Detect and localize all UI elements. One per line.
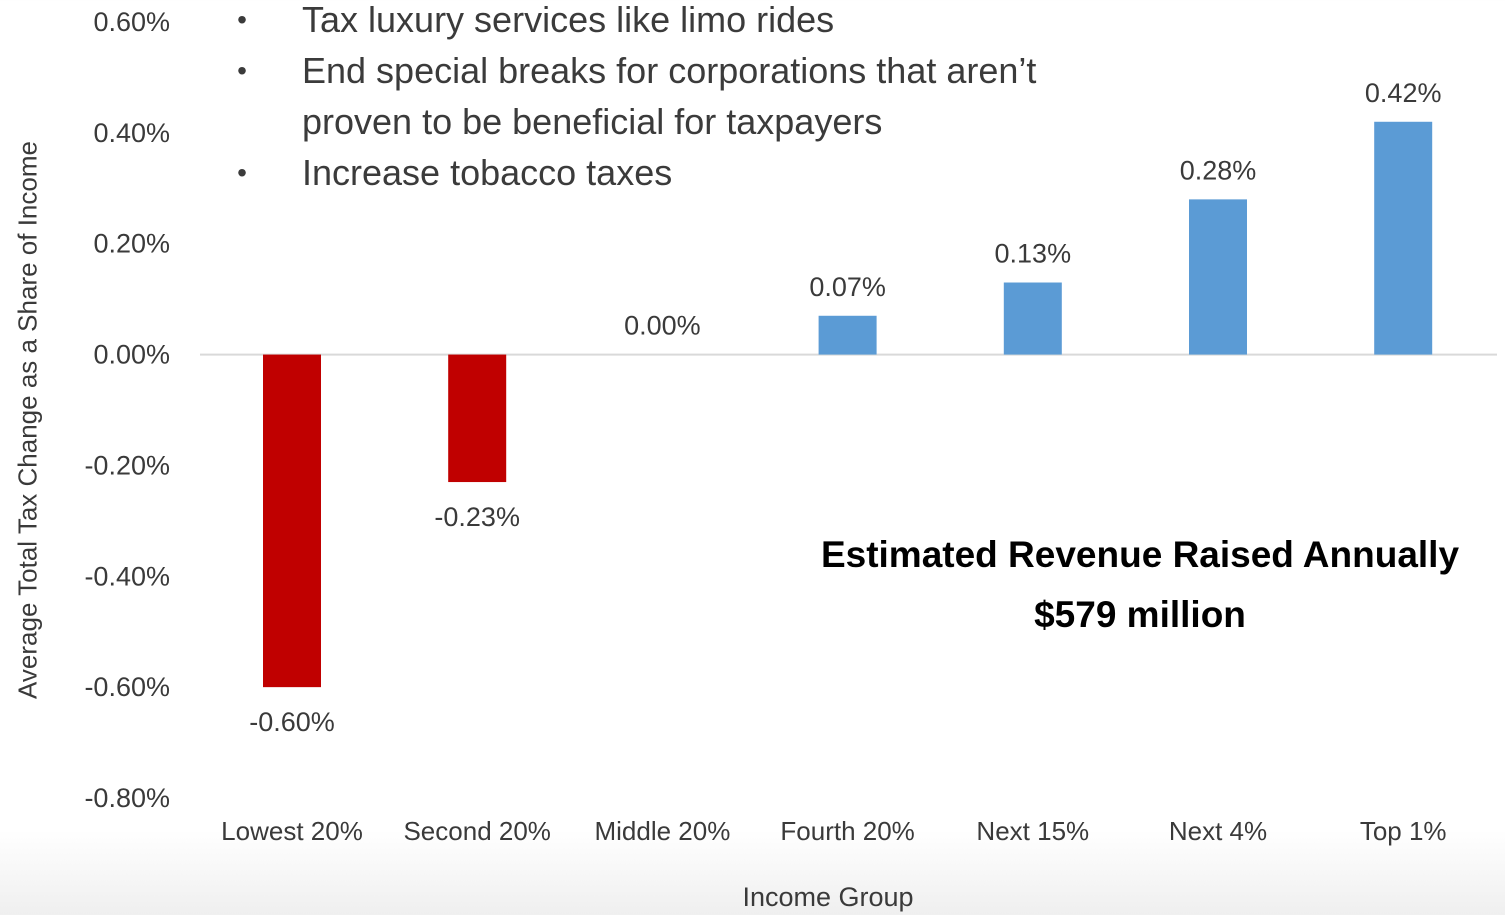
bar	[448, 354, 507, 483]
bullet-dot: •	[237, 55, 247, 86]
data-label: -0.23%	[434, 502, 520, 532]
y-tick-label: -0.80%	[84, 783, 170, 813]
data-label: 0.28%	[1180, 155, 1257, 185]
bullet-dot: •	[237, 4, 247, 35]
bullet-item: • Increase tobacco taxes	[232, 147, 1132, 198]
y-tick-label: -0.20%	[84, 450, 170, 480]
data-labels: -0.60% -0.23% 0.00% 0.07% 0.13% 0.28% 0.42%	[249, 78, 1441, 737]
category-label: Second 20%	[403, 816, 550, 846]
bullet-text: End special breaks for corporations that…	[302, 50, 1037, 142]
category-label: Middle 20%	[594, 816, 730, 846]
y-tick-label: 0.40%	[93, 118, 170, 148]
category-label: Top 1%	[1360, 816, 1447, 846]
bars	[263, 121, 1433, 688]
y-tick-label: 0.00%	[93, 340, 170, 370]
y-tick-label: -0.40%	[84, 561, 170, 591]
y-tick-label: 0.60%	[93, 7, 170, 37]
bullet-item: • End special breaks for corporations tha…	[232, 45, 1132, 147]
bar	[1189, 199, 1247, 355]
data-label: 0.07%	[809, 272, 886, 302]
bar	[818, 315, 877, 355]
revenue-title: Estimated Revenue Raised Annually	[820, 534, 1460, 575]
data-label: 0.13%	[995, 239, 1072, 269]
y-tick-label: -0.60%	[84, 672, 170, 702]
category-label: Fourth 20%	[780, 816, 914, 846]
bullet-text: Tax luxury services like limo rides	[302, 0, 835, 40]
bullet-text: Increase tobacco taxes	[302, 152, 673, 193]
category-label: Next 15%	[976, 816, 1089, 846]
category-label: Next 4%	[1169, 816, 1267, 846]
revenue-amount: $579 million	[1034, 594, 1246, 635]
bar	[263, 354, 321, 688]
bullet-dot: •	[237, 157, 247, 188]
revenue-callout: Estimated Revenue Raised Annually $579 m…	[770, 525, 1505, 645]
data-label: 0.42%	[1365, 78, 1442, 108]
category-labels: Lowest 20% Second 20% Middle 20% Fourth 20%…	[221, 816, 1446, 846]
bullet-list: • Tax luxury services like limo rides • En…	[232, 0, 1132, 198]
bar	[1374, 121, 1433, 355]
x-axis-label: Income Group	[742, 882, 914, 912]
data-label: -0.60%	[249, 707, 335, 737]
y-tick-label: 0.20%	[93, 229, 170, 259]
y-axis-ticks: 0.60% 0.40% 0.20% 0.00% -0.20% -0.40% -0.60% -0…	[84, 7, 170, 813]
data-label: 0.00%	[624, 311, 701, 341]
category-label: Lowest 20%	[221, 816, 363, 846]
y-axis-label: Average Total Tax Change as a Share of I…	[12, 141, 43, 699]
bullet-item: • Tax luxury services like limo rides	[232, 0, 1132, 45]
bar	[1003, 282, 1062, 355]
